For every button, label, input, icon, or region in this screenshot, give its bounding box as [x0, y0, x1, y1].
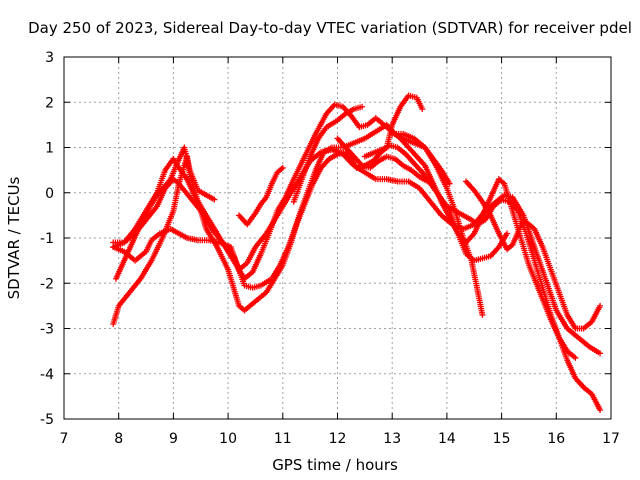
series-markers [290, 103, 366, 205]
series-markers [334, 135, 431, 185]
series-track-8 [334, 135, 431, 185]
x-tick-label: 7 [60, 431, 69, 447]
y-tick-label: 2 [45, 95, 54, 111]
y-tick-label: 1 [45, 141, 54, 157]
x-tick-label: 12 [329, 431, 347, 447]
x-tick-label: 17 [602, 431, 620, 447]
y-axis-label: SDTVAR / TECUs [5, 176, 23, 299]
series-markers [463, 178, 604, 332]
series-markers [446, 207, 511, 264]
series-markers [110, 101, 579, 361]
data-series [110, 92, 604, 413]
series-track-11 [463, 178, 604, 332]
y-tick-label: 3 [45, 50, 54, 66]
series-trace [113, 144, 601, 411]
x-tick-label: 11 [274, 431, 292, 447]
x-tick-label: 10 [219, 431, 237, 447]
x-tick-label: 13 [383, 431, 401, 447]
series-track-12 [446, 207, 511, 264]
x-tick-label: 8 [114, 431, 123, 447]
x-tick-label: 16 [547, 431, 565, 447]
series-markers [236, 164, 286, 228]
y-tick-label: -3 [40, 322, 54, 338]
y-tick-label: -1 [40, 231, 54, 247]
series-markers [112, 144, 218, 282]
x-axis-label: GPS time / hours [272, 456, 398, 474]
y-tick-label: -5 [40, 412, 54, 428]
y-tick-label: -4 [40, 367, 54, 383]
series-track-5 [112, 144, 218, 282]
series-markers [361, 92, 426, 160]
series-markers [110, 142, 604, 413]
y-tick-label: 0 [45, 186, 54, 202]
x-tick-label: 14 [438, 431, 456, 447]
series-track-10 [389, 130, 453, 187]
x-tick-label: 15 [493, 431, 511, 447]
series-markers [389, 130, 453, 187]
x-tick-label: 9 [169, 431, 178, 447]
series-track-4 [110, 142, 604, 413]
series-track-6 [236, 164, 286, 228]
y-tick-label: -2 [40, 276, 54, 292]
chart-title: Day 250 of 2023, Sidereal Day-to-day VTE… [28, 19, 632, 37]
series-track-7 [290, 103, 366, 205]
series-track-9 [361, 92, 426, 160]
series-track-3 [110, 101, 579, 361]
